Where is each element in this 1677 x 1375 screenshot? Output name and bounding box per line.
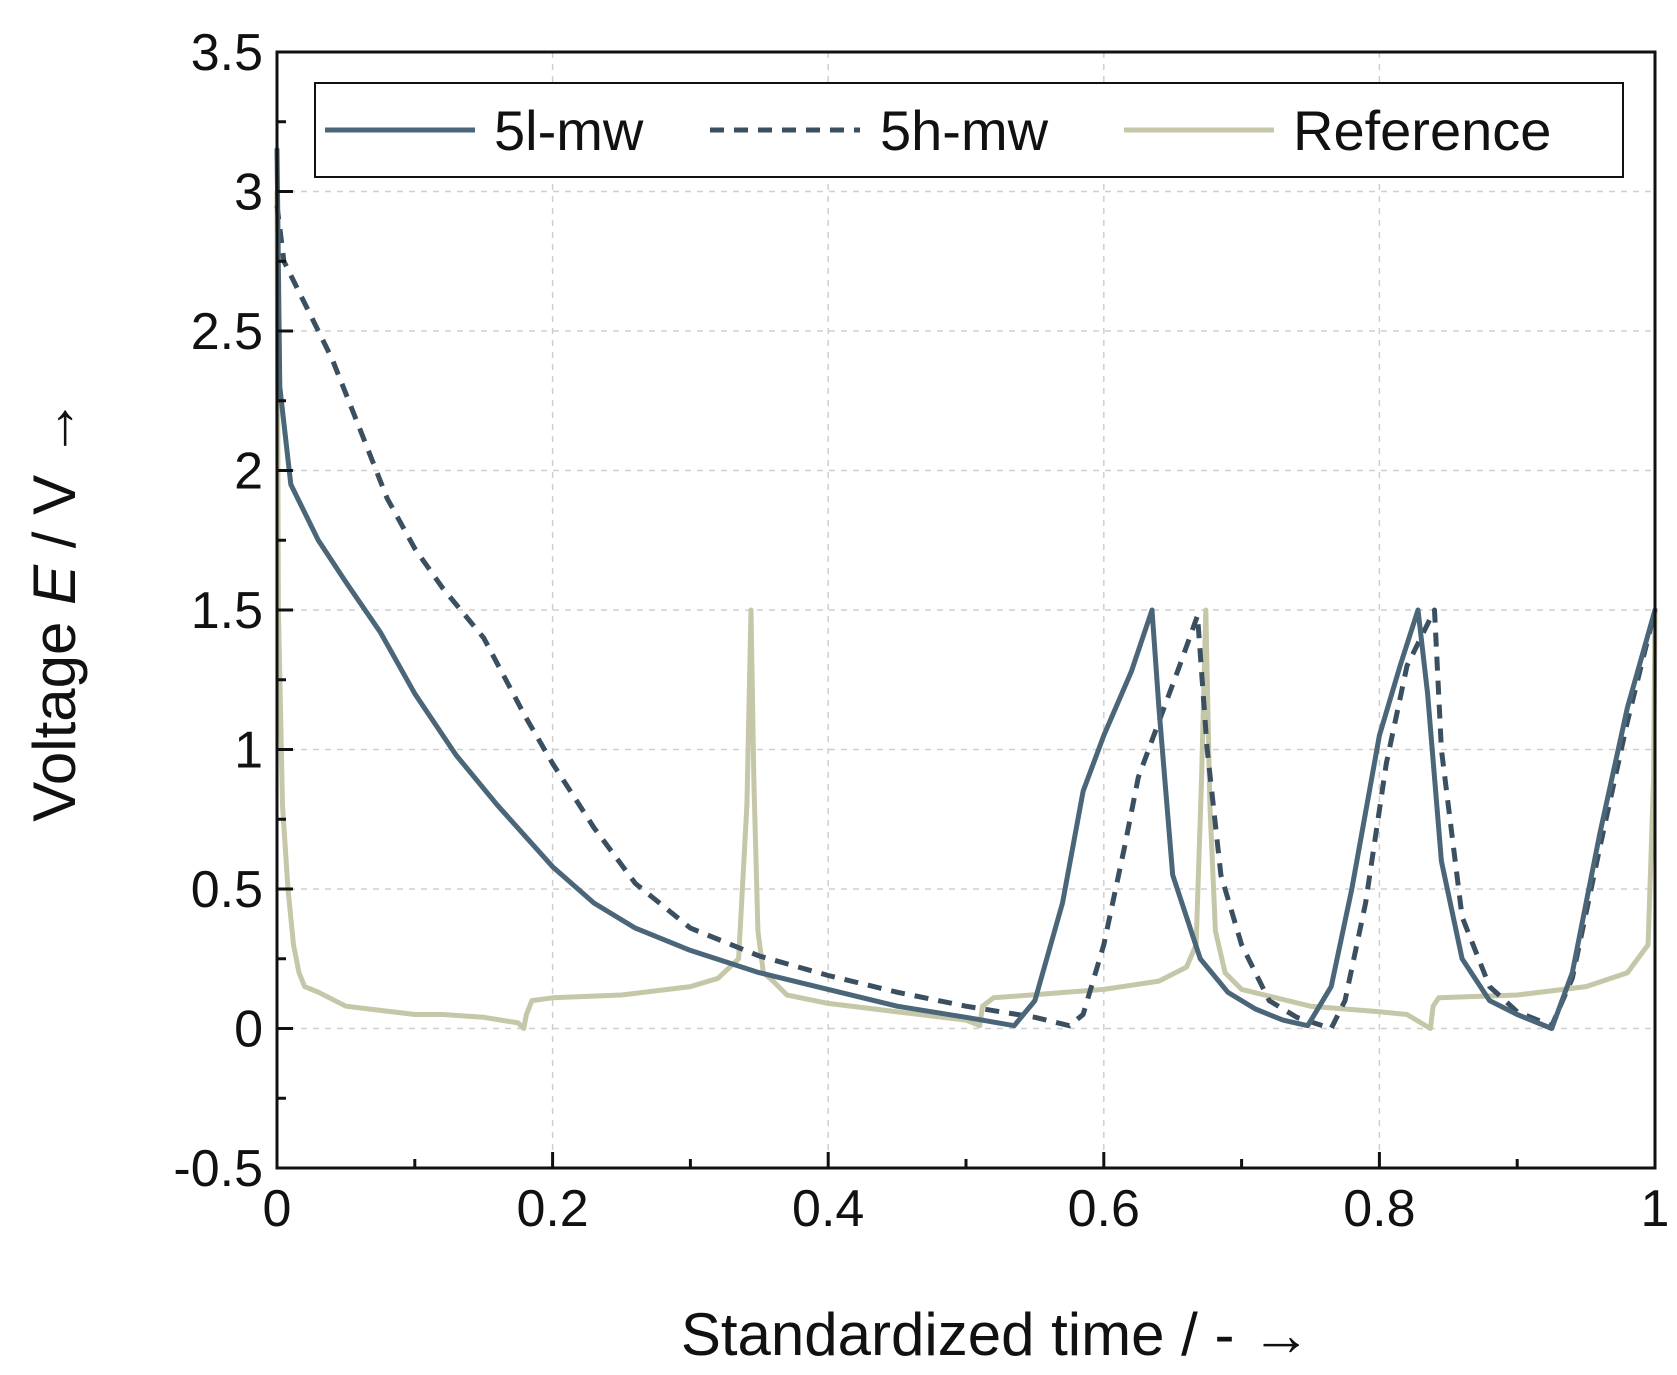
x-tick-label: 0.6 <box>1068 1180 1140 1238</box>
legend-box <box>314 82 1624 178</box>
tick-labels: 0 0.2 0.4 0.6 0.8 1-0.500.511.522.533.5 <box>173 24 1669 1238</box>
y-tick-label: 2.5 <box>191 303 263 361</box>
y-tick-label: 3.5 <box>191 24 263 82</box>
series-layer <box>274 147 1658 1031</box>
y-axis-title-symbol: E <box>21 564 88 605</box>
y-axis-title-part: Voltage <box>21 605 88 822</box>
series-line-5h-mw <box>274 205 1658 1031</box>
x-axis-title: Standardized time / - → <box>681 1301 1311 1368</box>
legend-label-reference: Reference <box>1293 99 1551 162</box>
x-tick-label: 0.2 <box>516 1180 588 1238</box>
x-tick-label: 0 <box>263 1180 292 1238</box>
legend-label-5h-mw: 5h-mw <box>880 99 1049 162</box>
series-line-reference <box>274 189 1658 1031</box>
y-axis-title: Voltage E / V → <box>21 398 88 822</box>
grid <box>277 52 1655 1168</box>
legend: 5l-mw 5h-mw Reference <box>314 82 1624 178</box>
series-line-5l-mw <box>274 147 1658 1031</box>
y-tick-label: 0 <box>234 1001 263 1059</box>
x-tick-label: 0.8 <box>1343 1180 1415 1238</box>
y-tick-label: 1.5 <box>191 582 263 640</box>
x-tick-label: 0.4 <box>792 1180 864 1238</box>
y-tick-label: 1 <box>234 722 263 780</box>
x-tick-label: 1 <box>1641 1180 1670 1238</box>
y-tick-label: 2 <box>234 443 263 501</box>
ticks <box>275 50 1657 1170</box>
legend-label-5l-mw: 5l-mw <box>494 99 644 162</box>
y-tick-label: -0.5 <box>173 1140 263 1198</box>
y-tick-label: 3 <box>234 164 263 222</box>
y-axis-title-unit: / V → <box>21 398 88 565</box>
y-tick-label: 0.5 <box>191 861 263 919</box>
